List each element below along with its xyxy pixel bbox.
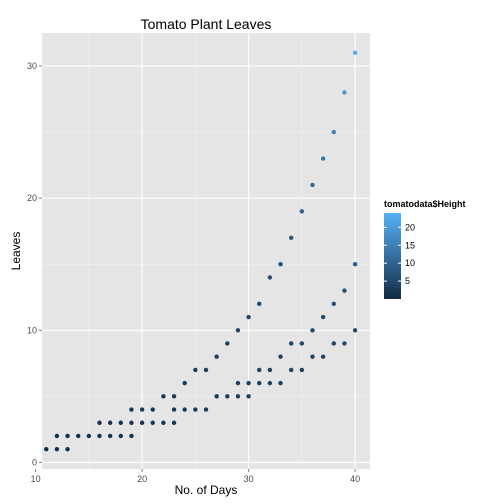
x-tick-label: 20: [137, 474, 147, 484]
data-point: [107, 420, 113, 425]
data-point: [182, 380, 187, 386]
data-point: [129, 433, 134, 439]
data-point: [278, 354, 283, 359]
data-point: [288, 341, 294, 346]
data-point: [193, 367, 198, 373]
data-point: [54, 433, 60, 439]
legend-tick-label: 10: [405, 258, 415, 268]
data-point: [107, 433, 113, 439]
legend-colorbar: [384, 213, 401, 299]
x-tick-label: 30: [244, 474, 254, 484]
x-axis-title: No. of Days: [175, 483, 238, 497]
data-point: [129, 420, 134, 425]
plot-panel: [42, 33, 370, 469]
data-point: [118, 433, 124, 439]
legend-title: tomatodata$Height: [384, 199, 466, 209]
data-point: [161, 394, 166, 399]
data-point: [235, 328, 241, 333]
data-point: [267, 367, 273, 373]
data-point: [310, 328, 315, 333]
data-point: [246, 394, 251, 399]
data-point: [267, 275, 273, 280]
data-point: [86, 433, 92, 439]
legend-tick-label: 20: [405, 222, 415, 232]
x-axis-ticks: 10 20 30 40: [31, 469, 360, 484]
data-point: [214, 354, 219, 359]
data-point: [320, 354, 326, 359]
data-points: [44, 50, 358, 452]
data-point: [288, 367, 294, 373]
y-tick-label: 20: [27, 193, 37, 203]
data-point: [331, 341, 336, 346]
data-point: [320, 314, 326, 320]
data-point: [278, 262, 283, 267]
data-point: [278, 380, 283, 386]
data-point: [342, 288, 347, 293]
data-point: [54, 446, 60, 452]
data-point: [352, 328, 358, 333]
data-point: [246, 380, 251, 386]
data-point: [97, 420, 102, 425]
data-point: [246, 314, 251, 320]
chart-title: Tomato Plant Leaves: [141, 16, 272, 32]
y-tick-label: 0: [32, 457, 37, 467]
y-tick-label: 30: [27, 61, 37, 71]
data-point: [310, 182, 315, 188]
data-point: [331, 301, 336, 307]
data-point: [320, 156, 326, 161]
data-point: [257, 367, 262, 373]
data-point: [331, 129, 336, 135]
x-tick-label: 40: [350, 474, 360, 484]
data-point: [342, 341, 347, 346]
data-point: [44, 446, 49, 452]
data-point: [310, 354, 315, 359]
data-point: [65, 433, 70, 439]
data-point: [139, 420, 145, 425]
data-point: [352, 50, 358, 56]
data-point: [161, 420, 166, 425]
data-point: [299, 367, 305, 373]
data-point: [171, 394, 177, 399]
data-point: [193, 407, 198, 412]
data-point: [257, 301, 262, 307]
data-point: [76, 433, 81, 439]
data-point: [203, 407, 209, 412]
data-point: [171, 407, 177, 412]
data-point: [150, 420, 155, 425]
data-point: [118, 420, 124, 425]
data-point: [299, 209, 305, 214]
data-point: [352, 262, 358, 267]
data-point: [129, 407, 134, 412]
data-point: [267, 380, 273, 386]
data-point: [225, 394, 230, 399]
legend-tick-label: 5: [405, 276, 410, 286]
data-point: [150, 407, 155, 412]
data-point: [235, 380, 241, 386]
color-legend: tomatodata$Height 5 10 15 20: [384, 199, 466, 299]
data-point: [235, 394, 241, 399]
data-point: [225, 341, 230, 346]
data-point: [203, 367, 209, 373]
data-point: [257, 380, 262, 386]
y-axis-title: Leaves: [9, 232, 23, 271]
x-tick-label: 10: [31, 474, 41, 484]
data-point: [214, 394, 219, 399]
data-point: [299, 341, 305, 346]
y-tick-label: 10: [27, 325, 37, 335]
data-point: [288, 235, 294, 240]
data-point: [97, 433, 102, 439]
legend-tick-label: 15: [405, 240, 415, 250]
grid-lines: [35, 33, 370, 469]
data-point: [171, 420, 177, 425]
data-point: [139, 407, 145, 412]
y-axis-ticks: 0 10 20 30: [27, 61, 42, 467]
data-point: [342, 90, 347, 95]
data-point: [182, 407, 187, 412]
data-point: [65, 446, 70, 452]
